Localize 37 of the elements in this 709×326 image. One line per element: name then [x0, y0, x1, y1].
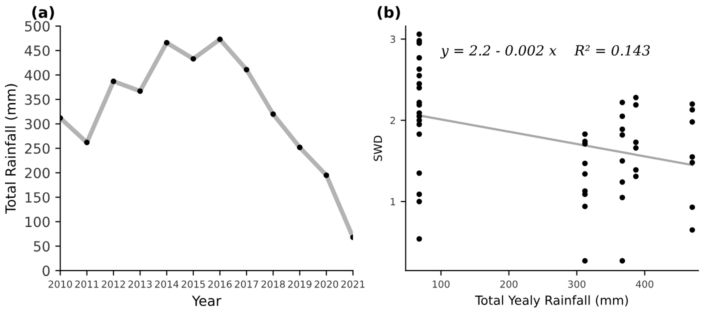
x-tick-label: 2013: [128, 280, 152, 288]
y-tick-label: 350: [25, 94, 50, 105]
y-axis-title: SWD: [374, 136, 382, 161]
y-tick-label: 400: [24, 70, 50, 80]
y-tick-label: 500: [25, 21, 50, 32]
x-tick-label: 2012: [102, 280, 125, 288]
y-tick-label: 450: [24, 46, 50, 56]
y-tick-label: 3: [390, 36, 396, 43]
x-tick-label: 200: [500, 280, 518, 288]
y-tick-label: 300: [25, 118, 50, 130]
annotation: y = 2.2 - 0.002 x R² = 0.143: [440, 45, 650, 59]
y-tick-label: 100: [26, 216, 50, 228]
x-tick-label: 400: [636, 280, 654, 288]
x-axis-title: Year: [192, 296, 222, 306]
y-tick-label: 200: [25, 168, 50, 178]
y-tick-label: 250: [25, 143, 50, 154]
x-tick-label: 2011: [75, 280, 98, 288]
y-tick-label: 150: [26, 192, 50, 203]
x-tick-label: 2016: [208, 280, 232, 288]
x-tick-label: 2010: [48, 280, 72, 288]
x-tick-label: 2017: [234, 280, 258, 288]
y-tick-label: 0: [42, 266, 50, 276]
chart-title: (a): [32, 6, 54, 20]
x-tick-label: 2020: [314, 280, 338, 288]
x-tick-label: 100: [432, 280, 450, 288]
chart-title: (b): [378, 6, 400, 20]
x-tick-label: 2014: [155, 280, 179, 288]
x-tick-label: 2019: [288, 280, 312, 288]
y-tick-label: 50: [34, 241, 50, 252]
y-tick-label: 1: [390, 198, 396, 206]
y-axis-title: Total Rainfall (mm): [5, 84, 18, 214]
x-tick-label: 2018: [261, 280, 285, 288]
x-tick-label: 2021: [341, 280, 364, 288]
y-tick-label: 2: [390, 116, 395, 124]
x-tick-label: 300: [568, 280, 586, 288]
x-axis-title: Total Yealy Rainfall (mm): [475, 295, 628, 308]
x-tick-label: 2015: [182, 280, 205, 288]
